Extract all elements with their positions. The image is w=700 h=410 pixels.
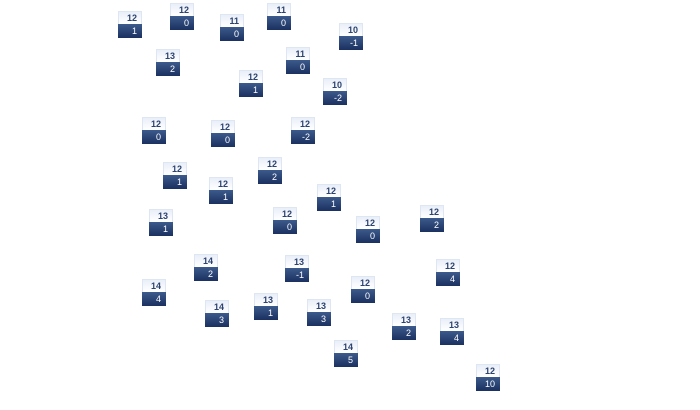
node-box[interactable]: 13 1 <box>149 209 173 236</box>
node-box[interactable]: 11 0 <box>267 3 291 30</box>
node-bottom-value: 0 <box>170 16 194 30</box>
node-bottom-value: -1 <box>339 36 363 50</box>
node-top-value: 12 <box>118 11 142 24</box>
node-bottom-value: 0 <box>211 133 235 147</box>
node-top-value: 12 <box>420 205 444 218</box>
node-box[interactable]: 14 2 <box>194 254 218 281</box>
node-top-value: 12 <box>291 117 315 130</box>
node-top-value: 13 <box>307 299 331 312</box>
node-bottom-value: 2 <box>194 267 218 281</box>
node-top-value: 12 <box>356 216 380 229</box>
node-box[interactable]: 12 10 <box>476 364 500 391</box>
node-box[interactable]: 13 2 <box>156 49 180 76</box>
node-bottom-value: 1 <box>254 306 278 320</box>
node-bottom-value: 4 <box>142 292 166 306</box>
node-box[interactable]: 11 0 <box>220 14 244 41</box>
node-box[interactable]: 14 4 <box>142 279 166 306</box>
node-bottom-value: 1 <box>317 197 341 211</box>
node-bottom-value: 0 <box>273 220 297 234</box>
node-box[interactable]: 13 -1 <box>285 255 309 282</box>
node-bottom-value: 1 <box>209 190 233 204</box>
node-box[interactable]: 10 -2 <box>323 78 347 105</box>
node-bottom-value: -1 <box>285 268 309 282</box>
node-top-value: 12 <box>258 157 282 170</box>
node-box[interactable]: 13 3 <box>307 299 331 326</box>
node-bottom-value: 3 <box>205 313 229 327</box>
node-top-value: 12 <box>211 120 235 133</box>
node-box[interactable]: 13 4 <box>440 318 464 345</box>
node-top-value: 11 <box>220 14 244 27</box>
node-bottom-value: 0 <box>267 16 291 30</box>
node-bottom-value: 4 <box>440 331 464 345</box>
node-box[interactable]: 12 0 <box>170 3 194 30</box>
node-bottom-value: 1 <box>239 83 263 97</box>
node-box[interactable]: 12 1 <box>163 162 187 189</box>
node-top-value: 12 <box>209 177 233 190</box>
node-box[interactable]: 11 0 <box>286 47 310 74</box>
node-box[interactable]: 12 1 <box>239 70 263 97</box>
node-box[interactable]: 12 -2 <box>291 117 315 144</box>
node-box[interactable]: 12 0 <box>273 207 297 234</box>
node-top-value: 12 <box>317 184 341 197</box>
node-box[interactable]: 12 2 <box>420 205 444 232</box>
node-box[interactable]: 12 1 <box>209 177 233 204</box>
node-bottom-value: 2 <box>258 170 282 184</box>
node-box[interactable]: 10 -1 <box>339 23 363 50</box>
node-top-value: 10 <box>323 78 347 91</box>
node-top-value: 14 <box>334 340 358 353</box>
node-bottom-value: 2 <box>156 62 180 76</box>
node-top-value: 12 <box>239 70 263 83</box>
node-box[interactable]: 12 0 <box>356 216 380 243</box>
node-box[interactable]: 12 0 <box>142 117 166 144</box>
node-bottom-value: -2 <box>323 91 347 105</box>
node-box[interactable]: 12 4 <box>436 259 460 286</box>
node-bottom-value: 0 <box>356 229 380 243</box>
node-bottom-value: 1 <box>149 222 173 236</box>
node-top-value: 10 <box>339 23 363 36</box>
node-bottom-value: 0 <box>142 130 166 144</box>
node-top-value: 11 <box>286 47 310 60</box>
node-bottom-value: 0 <box>351 289 375 303</box>
node-top-value: 14 <box>194 254 218 267</box>
node-top-value: 13 <box>392 313 416 326</box>
node-top-value: 12 <box>476 364 500 377</box>
node-bottom-value: 2 <box>392 326 416 340</box>
node-box[interactable]: 14 3 <box>205 300 229 327</box>
node-box[interactable]: 12 0 <box>211 120 235 147</box>
node-box[interactable]: 12 0 <box>351 276 375 303</box>
node-bottom-value: 4 <box>436 272 460 286</box>
node-top-value: 12 <box>351 276 375 289</box>
node-bottom-value: 0 <box>286 60 310 74</box>
node-bottom-value: 3 <box>307 312 331 326</box>
node-top-value: 11 <box>267 3 291 16</box>
node-top-value: 13 <box>285 255 309 268</box>
node-top-value: 14 <box>205 300 229 313</box>
node-bottom-value: 5 <box>334 353 358 367</box>
node-box[interactable]: 12 1 <box>317 184 341 211</box>
node-top-value: 12 <box>170 3 194 16</box>
node-box[interactable]: 14 5 <box>334 340 358 367</box>
node-box[interactable]: 13 2 <box>392 313 416 340</box>
node-bottom-value: -2 <box>291 130 315 144</box>
node-bottom-value: 10 <box>476 377 500 391</box>
node-box[interactable]: 12 1 <box>118 11 142 38</box>
node-top-value: 13 <box>156 49 180 62</box>
node-top-value: 13 <box>149 209 173 222</box>
node-bottom-value: 1 <box>118 24 142 38</box>
node-box[interactable]: 12 2 <box>258 157 282 184</box>
node-top-value: 13 <box>440 318 464 331</box>
node-top-value: 12 <box>142 117 166 130</box>
node-top-value: 14 <box>142 279 166 292</box>
node-bottom-value: 1 <box>163 175 187 189</box>
node-top-value: 12 <box>436 259 460 272</box>
node-top-value: 12 <box>273 207 297 220</box>
node-bottom-value: 0 <box>220 27 244 41</box>
node-top-value: 13 <box>254 293 278 306</box>
node-bottom-value: 2 <box>420 218 444 232</box>
node-top-value: 12 <box>163 162 187 175</box>
node-box[interactable]: 13 1 <box>254 293 278 320</box>
